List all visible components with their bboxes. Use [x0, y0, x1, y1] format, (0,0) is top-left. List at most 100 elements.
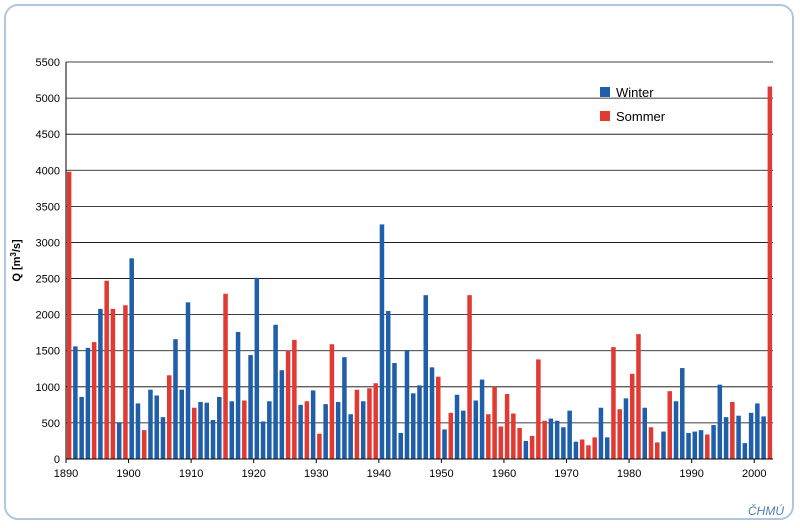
x-tick-label: 1990 — [679, 468, 703, 480]
y-tick-label: 1500 — [36, 346, 60, 358]
x-tick-label: 1960 — [492, 468, 516, 480]
bar-winter-1953 — [461, 410, 466, 459]
y-tick-label: 1000 — [36, 382, 60, 394]
bar-sommer-1897 — [110, 308, 116, 459]
bar-winter-1919 — [248, 355, 253, 459]
bar-winter-1908 — [179, 389, 185, 459]
bar-sommer-2002 — [767, 86, 773, 460]
x-tick-label: 1910 — [179, 468, 203, 480]
bar-sommer-1951 — [448, 412, 454, 459]
y-tick-label: 0 — [54, 454, 60, 466]
bar-sommer-1996 — [730, 401, 735, 459]
bar-winter-1900 — [129, 258, 134, 459]
x-tick-label: 1940 — [367, 468, 391, 480]
bar-winter-1971 — [573, 441, 579, 459]
bar-winter-1990 — [692, 431, 698, 459]
bar-sommer-1899 — [123, 305, 128, 459]
y-tick-label: 3000 — [36, 237, 60, 249]
bar-winter-1941 — [385, 311, 391, 459]
bar-winter-1969 — [561, 427, 566, 459]
y-tick-label: 500 — [42, 418, 60, 430]
bar-sommer-1930 — [317, 433, 322, 459]
y-tick-label: 5500 — [36, 57, 60, 69]
bar-winter-1940 — [379, 224, 385, 459]
bar-winter-1927 — [298, 404, 303, 459]
x-tick-label: 1890 — [54, 468, 78, 480]
bar-winter-1904 — [154, 395, 159, 459]
bar-winter-1901 — [135, 403, 141, 459]
bar-winter-1985 — [661, 431, 666, 459]
bar-winter-1995 — [723, 417, 729, 459]
bar-sommer-1918 — [242, 400, 247, 459]
bar-sommer-1890 — [66, 171, 72, 459]
x-tick-label: 1920 — [241, 468, 265, 480]
bar-sommer-1981 — [636, 334, 641, 459]
y-tick-label: 3500 — [36, 201, 60, 213]
bar-sommer-1949 — [436, 376, 441, 459]
bar-winter-1975 — [598, 407, 604, 459]
bar-sommer-1984 — [654, 442, 660, 459]
bar-winter-1997 — [736, 415, 741, 459]
bar-winter-1922 — [267, 401, 272, 459]
bar-winter-1921 — [260, 421, 266, 459]
legend-label-sommer: Sommer — [616, 109, 666, 124]
bar-winter-1911 — [198, 401, 203, 459]
bar-winter-1933 — [335, 401, 341, 459]
bar-sommer-1958 — [492, 386, 497, 459]
x-tick-label: 1950 — [429, 468, 453, 480]
bar-winter-1893 — [85, 347, 91, 459]
bar-winter-1909 — [185, 302, 191, 459]
bar-winter-1955 — [473, 400, 479, 459]
bar-sommer-1992 — [705, 434, 710, 459]
bar-winter-1937 — [360, 401, 366, 459]
bar-winter-1905 — [160, 417, 166, 459]
bar-sommer-1936 — [354, 389, 360, 459]
bar-winter-1991 — [698, 430, 704, 459]
bar-winter-1988 — [680, 368, 685, 459]
bar-sommer-1939 — [373, 383, 378, 459]
bar-sommer-1957 — [486, 414, 491, 459]
y-tick-label: 2500 — [36, 274, 60, 286]
bar-winter-1903 — [148, 389, 153, 459]
bar-winter-1943 — [398, 433, 403, 459]
bar-sommer-1926 — [292, 339, 297, 459]
bar-sommer-1966 — [542, 420, 547, 459]
bar-winter-1998 — [742, 443, 748, 459]
bar-winter-1907 — [173, 339, 178, 459]
bar-sommer-1894 — [91, 342, 97, 459]
legend-label-winter: Winter — [616, 85, 654, 100]
bar-sommer-1910 — [192, 407, 197, 459]
bar-sommer-1961 — [511, 413, 516, 459]
x-tick-label: 1900 — [116, 468, 140, 480]
bar-sommer-1928 — [304, 401, 310, 459]
bar-sommer-1974 — [592, 437, 597, 459]
y-tick-label: 4000 — [36, 165, 60, 177]
bar-winter-1917 — [235, 331, 241, 459]
bar-sommer-1959 — [498, 426, 504, 459]
x-tick-label: 1980 — [617, 468, 641, 480]
bar-winter-1946 — [417, 385, 422, 459]
bar-winter-1999 — [748, 412, 754, 459]
bar-winter-1944 — [404, 350, 410, 459]
bar-sommer-1983 — [648, 427, 654, 459]
bar-winter-1913 — [210, 420, 216, 459]
bar-winter-1924 — [279, 370, 285, 459]
bar-winter-1934 — [342, 357, 347, 459]
source-credit: ČHMÚ — [748, 504, 784, 518]
bar-sommer-1938 — [367, 388, 372, 459]
bar-winter-1892 — [79, 396, 84, 459]
bar-winter-2001 — [761, 416, 766, 459]
bar-winter-1945 — [410, 393, 416, 459]
bar-winter-1982 — [642, 407, 647, 459]
bar-sommer-1986 — [667, 391, 673, 459]
bar-winter-2000 — [755, 403, 760, 459]
bar-sommer-1978 — [617, 409, 622, 459]
bar-sommer-1932 — [329, 344, 335, 459]
x-tick-label: 2000 — [742, 468, 766, 480]
bar-winter-1963 — [523, 440, 529, 459]
bar-winter-1912 — [204, 402, 210, 459]
bar-sommer-1962 — [517, 427, 522, 459]
bar-sommer-1960 — [504, 394, 510, 459]
y-tick-label: 4500 — [36, 129, 60, 141]
